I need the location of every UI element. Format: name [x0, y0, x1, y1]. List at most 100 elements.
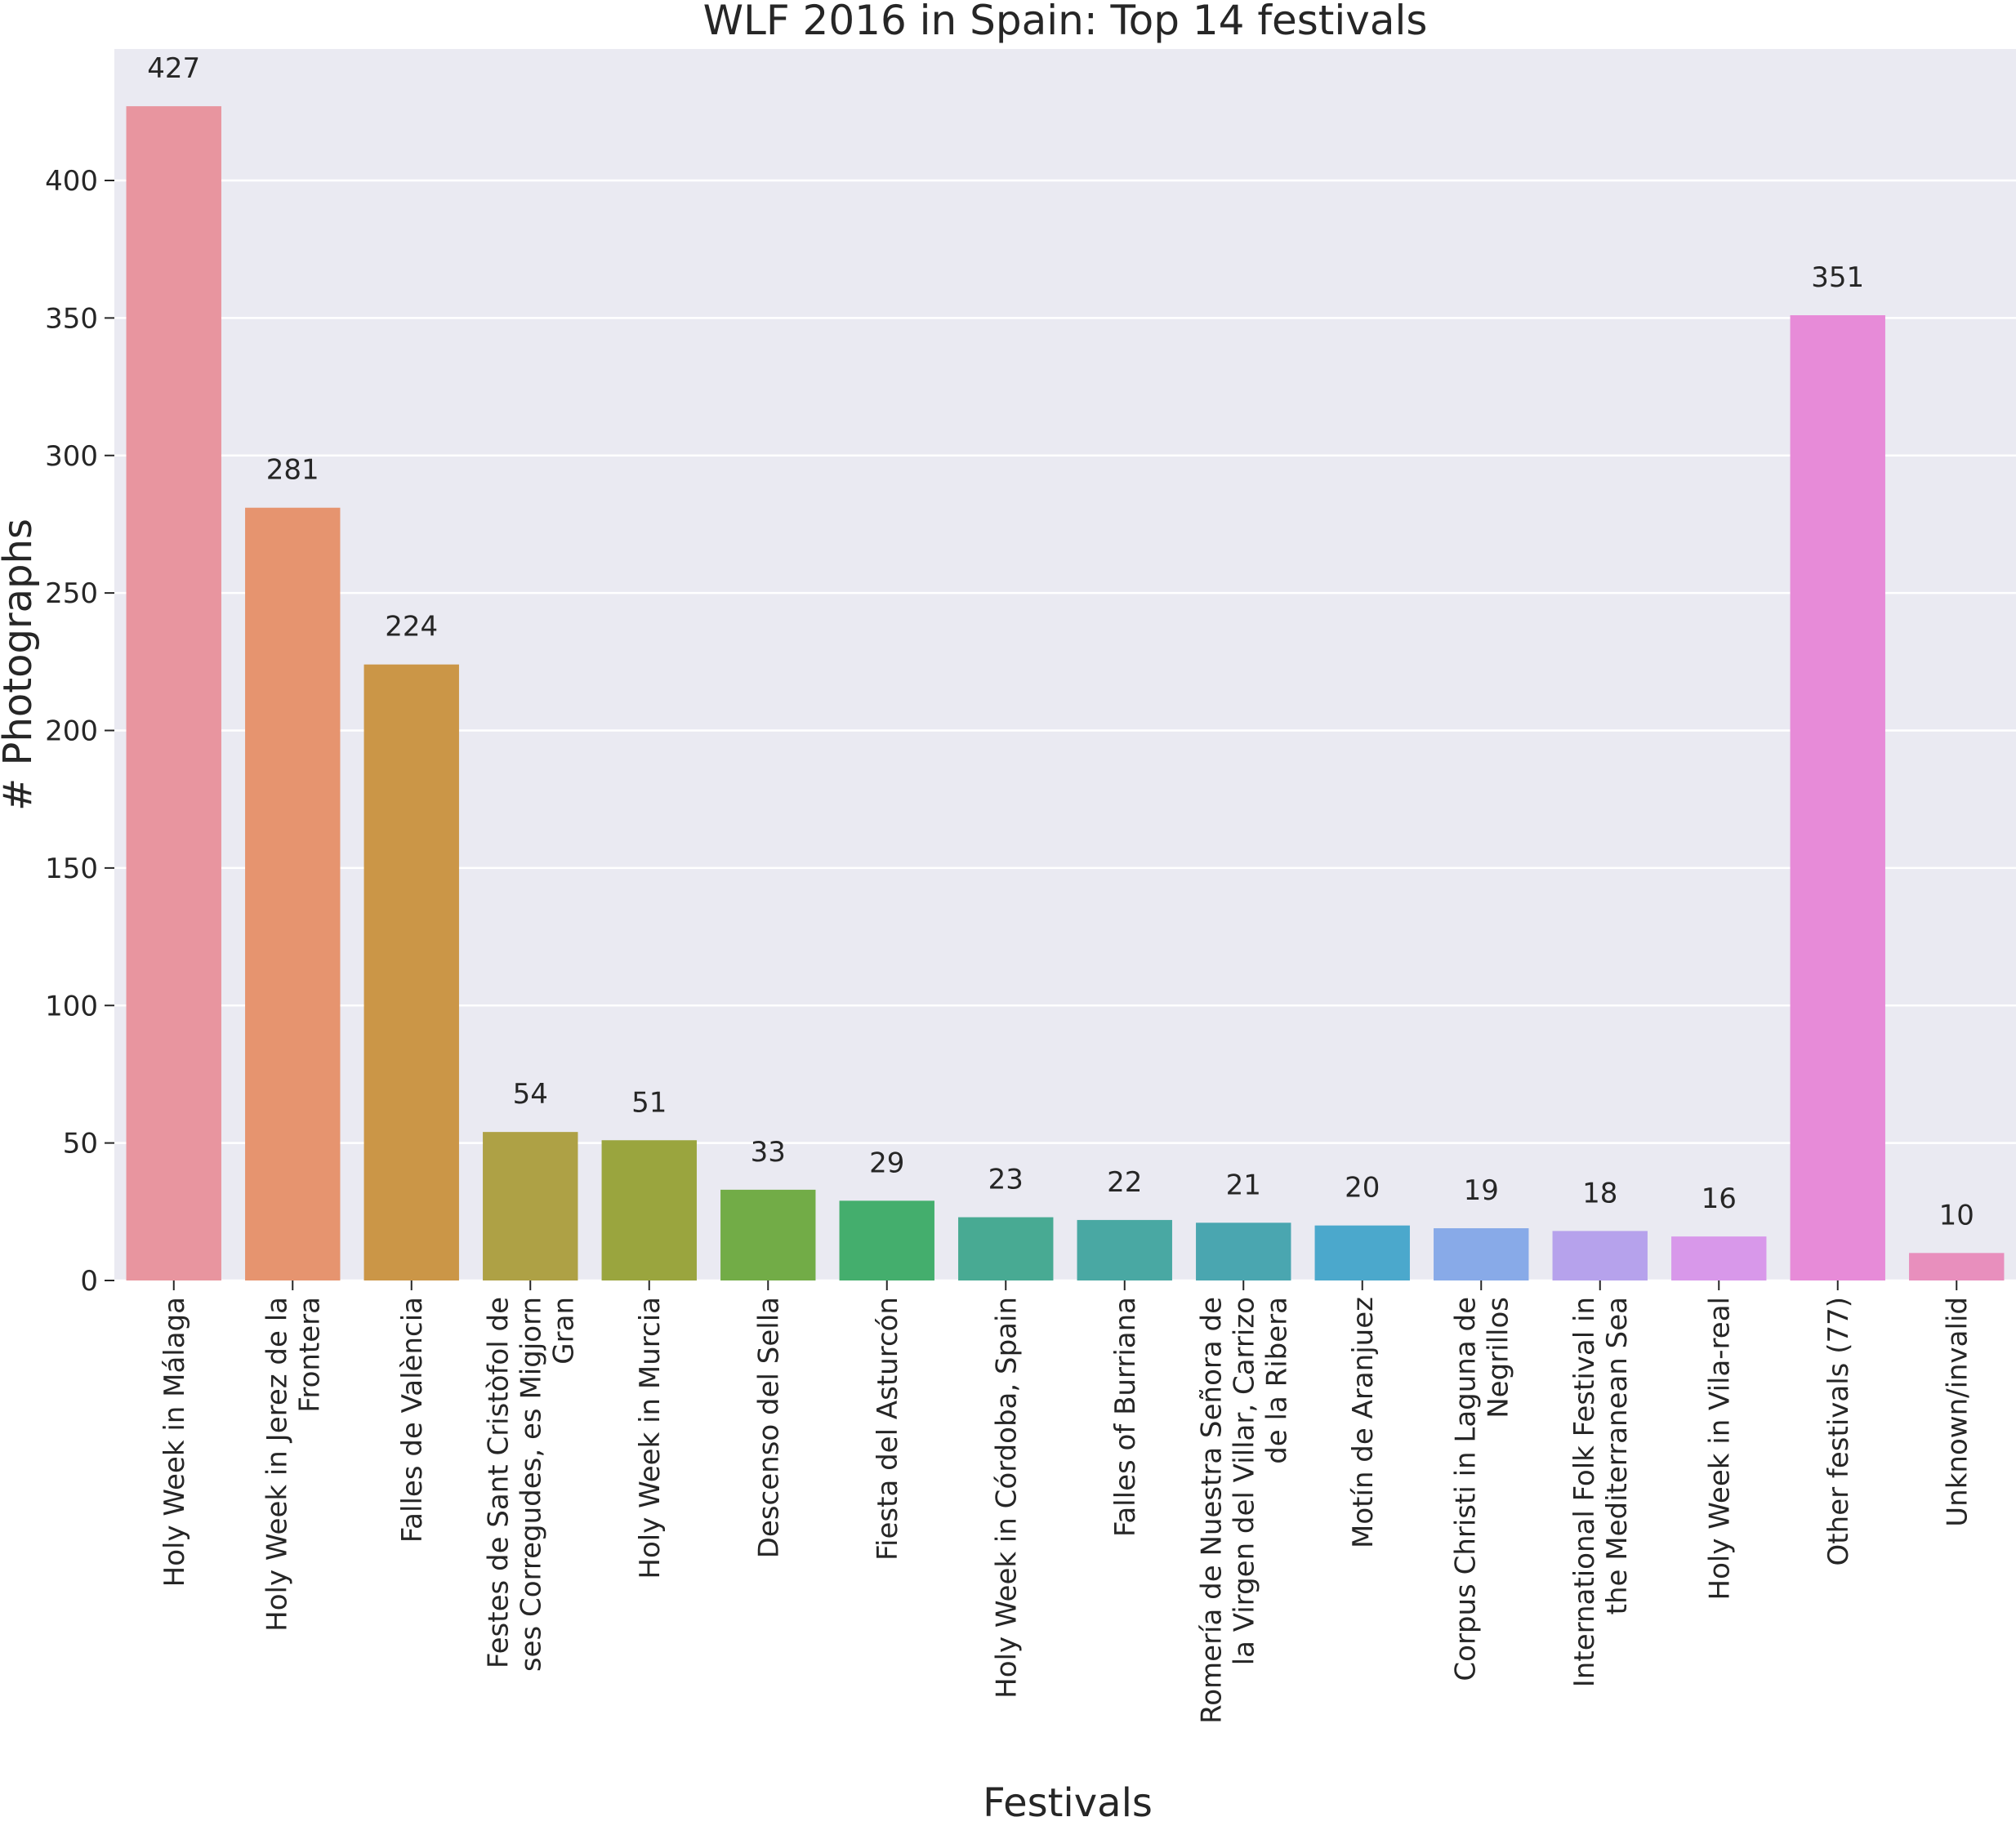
bar [1552, 1231, 1648, 1280]
x-tick-label-line: Holy Week in Vila-real [1703, 1297, 1736, 1600]
x-tick-label-line: International Folk Festival in [1568, 1297, 1601, 1687]
value-label: 54 [513, 1078, 548, 1111]
value-label: 23 [988, 1164, 1024, 1196]
x-tick-label-text: Holy Week in Vila-real [1703, 1297, 1736, 1600]
y-tick-label: 0 [80, 1265, 98, 1298]
x-tick-label-line: la Virgen del Villar, Carrizo [1228, 1297, 1260, 1665]
x-tick-label: Holy Week in Córdoba, Spain [990, 1297, 1023, 1699]
y-tick-label: 400 [45, 165, 98, 198]
x-tick-label-line: the Mediterranean Sea [1601, 1297, 1634, 1614]
value-label: 20 [1345, 1172, 1380, 1205]
y-axis-ticks: 0 50 100 150 200 250 300 350 400 [45, 165, 114, 1298]
y-tick-label: 50 [63, 1128, 98, 1160]
x-tick-label: Holy Week in Jerez de laFrontera [261, 1297, 326, 1632]
x-axis-label: Festivals [983, 1780, 1153, 1826]
x-tick-label-line: Holy Week in Murcia [634, 1297, 667, 1579]
x-tick-label: Falles de València [396, 1297, 429, 1543]
x-tick-label-line: Fiesta del Asturcón [872, 1297, 904, 1561]
x-tick-label-line: Other festivals (77) [1822, 1297, 1855, 1565]
bar [483, 1132, 578, 1280]
value-label: 21 [1226, 1169, 1261, 1201]
y-tick-label: 150 [45, 853, 98, 885]
x-tick-label: Holy Week in Málaga [158, 1297, 191, 1587]
x-tick-label-text: Romería de Nuestra Señora dela Virgen de… [1195, 1297, 1293, 1724]
value-label: 18 [1582, 1177, 1617, 1209]
x-tick-label-line: Holy Week in Jerez de la [261, 1297, 293, 1632]
x-tick-label-line: Gran [547, 1297, 580, 1365]
x-tick-label: Other festivals (77) [1822, 1297, 1855, 1565]
x-tick-label-text: Festes de Sant Cristòfol deses Corregude… [482, 1297, 580, 1672]
x-tick-label-text: Holy Week in Córdoba, Spain [990, 1297, 1023, 1699]
bar [601, 1140, 697, 1280]
x-tick-label-text: Holy Week in Jerez de laFrontera [261, 1297, 326, 1632]
x-tick-label: International Folk Festival inthe Medite… [1568, 1297, 1634, 1687]
x-tick-label-line: Holy Week in Málaga [158, 1297, 191, 1587]
x-tick-label-text: Holy Week in Málaga [158, 1297, 191, 1587]
bar [1909, 1253, 2005, 1280]
x-tick-label: Descenso del Sella [752, 1297, 785, 1558]
x-tick-label: Festes de Sant Cristòfol deses Corregude… [482, 1297, 580, 1672]
x-tick-label-text: Unknown/invalid [1941, 1297, 1974, 1527]
x-tick-label-line: Frontera [293, 1297, 326, 1413]
x-tick-label-text: Other festivals (77) [1822, 1297, 1855, 1565]
x-tick-label-line: Holy Week in Córdoba, Spain [990, 1297, 1023, 1699]
x-tick-label-text: Falles of Burriana [1109, 1297, 1142, 1537]
x-tick-label-line: Corpus Christi in Laguna de [1449, 1297, 1482, 1681]
x-tick-label-line: Motín de Aranjuez [1347, 1297, 1380, 1548]
bar [1077, 1219, 1172, 1280]
x-tick-label: Falles of Burriana [1109, 1297, 1142, 1537]
x-tick-label-line: ses Corregudes, es Migjorn [515, 1297, 547, 1672]
x-tick-label-line: Negrillos [1482, 1297, 1514, 1418]
x-tick-label-text: Falles de València [396, 1297, 429, 1543]
bar [364, 664, 459, 1280]
x-tick-label-line: Unknown/invalid [1941, 1297, 1974, 1527]
x-tick-label-text: Descenso del Sella [752, 1297, 785, 1558]
chart-title: WLF 2016 in Spain: Top 14 festivals [703, 0, 1428, 44]
y-tick-label: 100 [45, 990, 98, 1022]
value-label: 51 [631, 1086, 667, 1119]
value-label: 427 [147, 52, 200, 85]
x-axis-ticks: Holy Week in Málaga Holy Week in Jerez de… [158, 1280, 1974, 1724]
value-label: 29 [869, 1147, 904, 1179]
bar [1314, 1225, 1410, 1280]
x-tick-label-line: Festes de Sant Cristòfol de [482, 1297, 515, 1668]
x-tick-label: Unknown/invalid [1941, 1297, 1974, 1527]
value-label: 351 [1811, 261, 1864, 294]
value-label: 224 [385, 611, 438, 644]
x-tick-label-text: Corpus Christi in Laguna deNegrillos [1449, 1297, 1514, 1681]
x-tick-label-text: Fiesta del Asturcón [872, 1297, 904, 1561]
value-label: 33 [751, 1136, 786, 1169]
x-tick-label-text: Holy Week in Murcia [634, 1297, 667, 1579]
x-tick-label: Holy Week in Vila-real [1703, 1297, 1736, 1600]
x-tick-label-line: Falles de València [396, 1297, 429, 1543]
y-tick-label: 350 [45, 302, 98, 335]
bar [720, 1189, 816, 1280]
x-tick-label-text: Motín de Aranjuez [1347, 1297, 1380, 1548]
bar [958, 1217, 1054, 1280]
bar [245, 507, 341, 1280]
bar [1790, 315, 1885, 1280]
bar [1434, 1228, 1529, 1280]
x-tick-label-line: de la Ribera [1260, 1297, 1293, 1464]
x-tick-label-line: Romería de Nuestra Señora de [1195, 1297, 1228, 1724]
value-label: 16 [1702, 1182, 1737, 1215]
bars [126, 106, 2005, 1280]
y-tick-label: 200 [45, 715, 98, 748]
bar [126, 106, 221, 1280]
x-tick-label: Motín de Aranjuez [1347, 1297, 1380, 1548]
x-tick-label: Romería de Nuestra Señora dela Virgen de… [1195, 1297, 1293, 1724]
y-axis-label: # Photographs [0, 519, 41, 811]
value-label: 281 [266, 454, 319, 487]
value-label: 22 [1107, 1166, 1142, 1199]
value-label: 19 [1464, 1174, 1499, 1207]
x-tick-label-text: International Folk Festival inthe Medite… [1568, 1297, 1634, 1687]
x-tick-label-line: Falles of Burriana [1109, 1297, 1142, 1537]
value-label: 10 [1939, 1199, 1974, 1231]
y-tick-label: 250 [45, 577, 98, 610]
x-tick-label: Corpus Christi in Laguna deNegrillos [1449, 1297, 1514, 1681]
value-labels: 427 281 224 54 51 33 29 23 22 21 20 19 18 16 351 10 [147, 52, 1974, 1231]
x-tick-label-line: Descenso del Sella [752, 1297, 785, 1558]
bar [1196, 1223, 1291, 1280]
y-tick-label: 300 [45, 440, 98, 473]
